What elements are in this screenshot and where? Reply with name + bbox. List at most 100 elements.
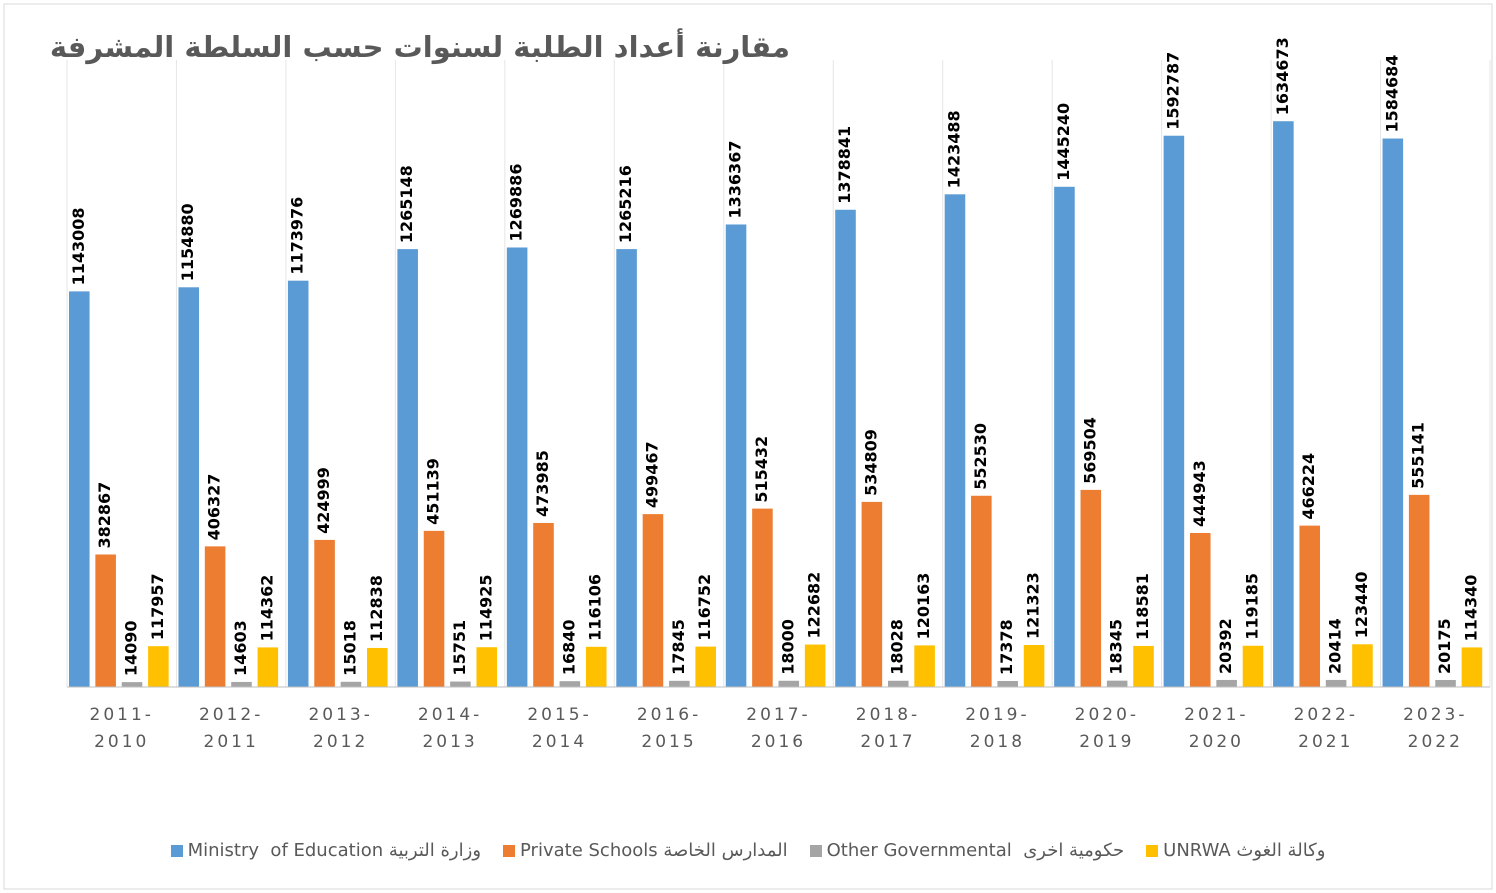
bar [804, 644, 826, 687]
x-tick-label: 2023-2022 [1403, 705, 1468, 752]
bar [1273, 121, 1294, 688]
bar [1054, 186, 1075, 687]
bar [861, 501, 883, 687]
bar [1242, 645, 1264, 687]
value-label: 569504 [1080, 417, 1099, 484]
bar [476, 647, 498, 687]
value-label: 382867 [95, 482, 114, 549]
value-label: 116106 [586, 574, 605, 641]
value-label: 552530 [971, 423, 990, 490]
x-tick-label: 2019-2018 [965, 705, 1030, 752]
bar [997, 680, 1018, 687]
legend-label: Ministry of Education وزارة التربية [187, 840, 482, 861]
value-label: 1154880 [178, 203, 197, 281]
legend-label: Other Governmental حكومية اخرى [826, 840, 1125, 861]
legend-swatch [1146, 844, 1159, 857]
bar [887, 680, 909, 687]
value-label: 114362 [257, 575, 276, 642]
value-label: 121323 [1024, 572, 1043, 639]
value-label: 20414 [1326, 618, 1345, 674]
value-label: 18345 [1107, 619, 1126, 675]
bar [559, 681, 581, 687]
bar [1382, 138, 1404, 687]
bar [1325, 679, 1347, 687]
bar [695, 646, 716, 687]
legend-swatch [170, 844, 183, 857]
x-tick-label: 2015-2014 [527, 705, 592, 752]
value-label: 1143008 [69, 207, 88, 285]
value-label: 122682 [805, 572, 824, 639]
value-label: 15751 [450, 620, 469, 676]
bar [231, 681, 252, 687]
bar [1461, 647, 1483, 687]
bar [204, 546, 226, 687]
chart-title: مقارنة أعداد الطلبة لسنوات حسب السلطة ال… [49, 30, 790, 64]
bar [423, 530, 445, 687]
x-tick-label: 2018-2017 [855, 705, 921, 752]
bar [1106, 680, 1128, 687]
value-label: 555141 [1409, 422, 1428, 489]
value-label: 114925 [476, 574, 495, 641]
bar [835, 209, 856, 687]
bar [642, 514, 664, 687]
value-label: 119185 [1242, 573, 1261, 640]
bar [148, 646, 169, 687]
bar [1352, 644, 1373, 687]
value-label: 534809 [861, 429, 880, 496]
legend-item: UNRWA وكالة الغوث [1146, 840, 1325, 861]
bar [506, 247, 528, 688]
value-label: 15018 [340, 620, 359, 676]
bar [669, 680, 690, 687]
x-tick-label: 2022-2021 [1293, 705, 1358, 752]
x-tick-label: 2012-2011 [198, 705, 264, 752]
bar [778, 680, 800, 687]
bar [397, 249, 418, 687]
value-label: 1592787 [1163, 52, 1182, 130]
value-label: 1173976 [288, 197, 307, 275]
legend-label: Private Schools المدارس الخاصة [520, 840, 788, 861]
bar [95, 554, 116, 687]
legend-item: Ministry of Education وزارة التربية [170, 840, 482, 861]
value-label: 123440 [1352, 571, 1371, 638]
bar [1299, 525, 1321, 687]
bar [725, 224, 747, 687]
legend-swatch [503, 844, 516, 857]
bar [121, 682, 143, 687]
value-label: 1269886 [507, 164, 526, 242]
bar [585, 646, 607, 687]
value-label: 16840 [559, 619, 578, 675]
bar [1435, 680, 1456, 687]
value-label: 1336367 [726, 141, 745, 219]
value-label: 466224 [1299, 453, 1318, 520]
x-tick-label: 2013-2012 [308, 705, 373, 752]
bar [1189, 533, 1211, 687]
value-label: 1265216 [616, 165, 635, 243]
legend: Ministry of Education وزارة التربية Priva… [0, 840, 1496, 861]
bar [944, 194, 966, 687]
value-label: 117957 [148, 573, 167, 640]
value-label: 114340 [1461, 575, 1480, 642]
value-label: 1634673 [1273, 37, 1292, 115]
legend-swatch [809, 844, 822, 857]
bar [971, 495, 992, 687]
value-label: 14090 [122, 620, 141, 676]
value-label: 116752 [695, 574, 714, 641]
bar [533, 522, 554, 687]
value-label: 1445240 [1054, 103, 1073, 181]
legend-item: Private Schools المدارس الخاصة [503, 840, 788, 861]
bar [450, 681, 471, 687]
value-label: 451139 [424, 458, 443, 525]
value-label: 424999 [314, 467, 333, 534]
value-label: 120163 [914, 573, 933, 640]
value-label: 1265148 [397, 165, 416, 243]
value-label: 118581 [1133, 573, 1152, 640]
bar [914, 645, 935, 687]
value-label: 499467 [642, 441, 661, 508]
x-tick-label: 2016-2015 [636, 705, 702, 752]
bar [752, 508, 773, 687]
bar [1133, 645, 1154, 687]
value-label: 1423488 [944, 110, 963, 188]
value-label: 515432 [752, 436, 771, 503]
value-label: 112838 [367, 575, 386, 642]
